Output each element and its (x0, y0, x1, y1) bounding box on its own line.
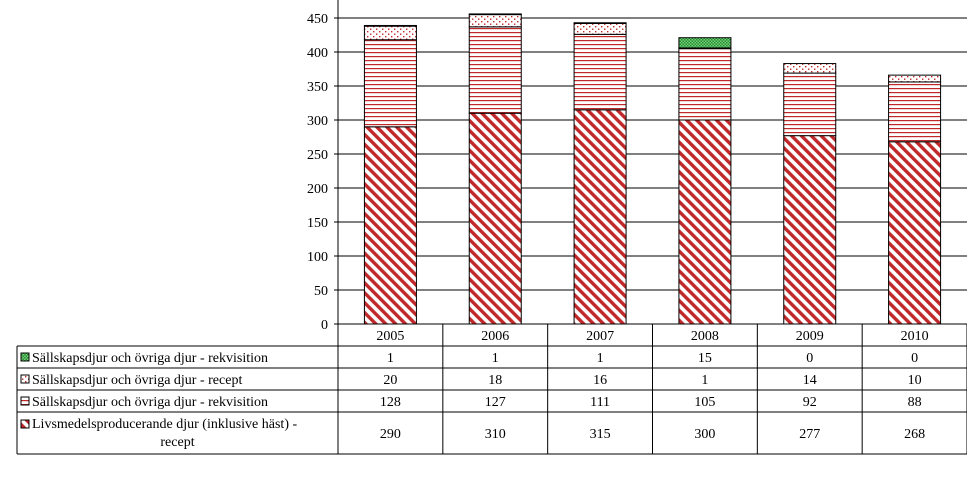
x-category-label: 2009 (796, 329, 824, 344)
table-value: 15 (698, 351, 712, 366)
table-value: 111 (590, 395, 610, 410)
table-value: 14 (803, 373, 817, 388)
bar-segment (678, 119, 732, 325)
table-value: 127 (485, 395, 506, 410)
table-value: 300 (694, 427, 715, 442)
bar-segment (783, 72, 837, 137)
table-value: 88 (908, 395, 922, 410)
bar-segment (888, 74, 942, 83)
bar-segment (573, 22, 627, 24)
y-tick-label: 400 (307, 46, 328, 61)
x-category-label: 2005 (376, 329, 404, 344)
table-value: 310 (485, 427, 506, 442)
y-tick-label: 250 (307, 148, 328, 163)
table-value: 268 (904, 427, 925, 442)
table-value: 1 (492, 351, 499, 366)
table-value: 290 (380, 427, 401, 442)
y-tick-label: 100 (307, 250, 328, 265)
x-category-label: 2007 (586, 329, 614, 344)
legend-label: Sällskapsdjur och övriga djur - rekvisit… (32, 395, 268, 410)
table-value: 1 (701, 373, 708, 388)
x-category-label: 2006 (481, 329, 509, 344)
bar-segment (678, 37, 732, 49)
table-value: 315 (590, 427, 611, 442)
y-tick-label: 200 (307, 182, 328, 197)
table-value: 1 (387, 351, 394, 366)
bar-segment (573, 22, 627, 35)
y-tick-label: 300 (307, 114, 328, 129)
x-category-label: 2010 (901, 329, 929, 344)
legend-label: recept (160, 435, 194, 450)
bar-segment (888, 81, 942, 143)
table-value: 20 (383, 373, 397, 388)
legend-swatch (20, 396, 30, 406)
bar-segment (678, 48, 732, 121)
bar-segment (363, 126, 417, 325)
table-value: 16 (593, 373, 607, 388)
legend-swatch (20, 419, 30, 429)
legend-swatch (20, 374, 30, 384)
bar-segment (468, 14, 522, 28)
bar-segment (363, 24, 417, 27)
y-tick-label: 450 (307, 12, 328, 27)
bar-segment (363, 25, 417, 41)
legend-label: Livsmedelsproducerande djur (inklusive h… (32, 417, 297, 432)
bar-segment (468, 112, 522, 325)
table-value: 10 (908, 373, 922, 388)
y-tick-label: 150 (307, 216, 328, 231)
table-value: 105 (694, 395, 715, 410)
y-tick-label: 50 (314, 284, 328, 299)
table-value: 0 (806, 351, 813, 366)
bar-segment (783, 135, 837, 325)
y-tick-label: 350 (307, 80, 328, 95)
bar-segment (363, 39, 417, 128)
bar-segment (783, 63, 837, 74)
table-value: 128 (380, 395, 401, 410)
bar-segment (573, 33, 627, 111)
table-value: 277 (799, 427, 820, 442)
bar-segment (573, 109, 627, 325)
table-value: 0 (911, 351, 918, 366)
bar-segment (468, 13, 522, 16)
legend-label: Sällskapsdjur och övriga djur - recept (32, 373, 242, 388)
y-tick-label: 0 (321, 318, 328, 333)
table-value: 92 (803, 395, 817, 410)
bar-segment (888, 141, 942, 325)
table-value: 18 (488, 373, 502, 388)
x-category-label: 2008 (691, 329, 719, 344)
table-value: 1 (597, 351, 604, 366)
legend-swatch (20, 352, 30, 362)
legend-label: Sällskapsdjur och övriga djur - rekvisit… (32, 351, 268, 366)
bar-segment (468, 26, 522, 114)
